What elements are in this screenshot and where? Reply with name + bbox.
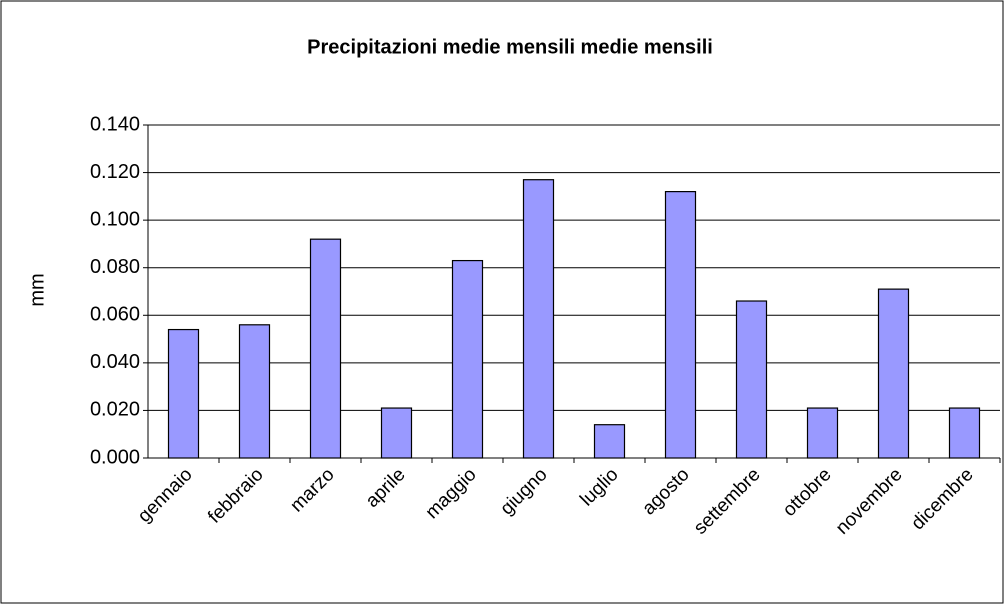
y-tick-label: 0.020 (90, 399, 140, 421)
bar (167, 328, 200, 459)
y-tick-label: 0.100 (90, 208, 140, 230)
y-tick-label: 0.140 (90, 113, 140, 135)
y-tick-label: 0.060 (90, 304, 140, 326)
bar (451, 259, 484, 459)
bar (309, 238, 342, 459)
y-tick-label: 0.040 (90, 351, 140, 373)
bar (238, 324, 271, 459)
bar (522, 179, 555, 459)
y-tick-label: 0.080 (90, 256, 140, 278)
chart-title: Precipitazioni medie mensili medie mensi… (307, 36, 713, 58)
bar (948, 407, 981, 459)
y-tick-label: 0.000 (90, 446, 140, 468)
bar (380, 407, 413, 459)
bar (593, 424, 626, 459)
bar (664, 191, 697, 459)
y-tick-label: 0.120 (90, 161, 140, 183)
y-axis-label: mm (26, 273, 48, 306)
bar (877, 288, 910, 459)
bar (806, 407, 839, 459)
bar (735, 300, 768, 459)
